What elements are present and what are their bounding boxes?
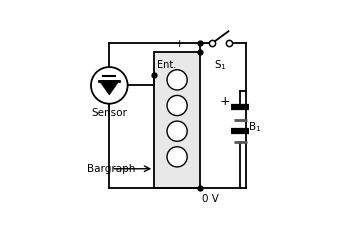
Text: Bargraph: Bargraph	[87, 164, 136, 174]
Circle shape	[167, 70, 187, 90]
Circle shape	[167, 95, 187, 116]
Text: 0 V: 0 V	[202, 194, 219, 204]
Circle shape	[91, 67, 128, 104]
Text: +: +	[175, 39, 185, 49]
Text: Sensor: Sensor	[91, 108, 127, 118]
Text: S$_1$: S$_1$	[214, 58, 226, 72]
Text: B$_1$: B$_1$	[248, 120, 261, 134]
Polygon shape	[99, 81, 119, 95]
Text: Ent.: Ent.	[157, 60, 176, 70]
Circle shape	[167, 147, 187, 167]
Text: +: +	[220, 95, 230, 108]
Bar	[154, 52, 200, 188]
Circle shape	[167, 121, 187, 141]
